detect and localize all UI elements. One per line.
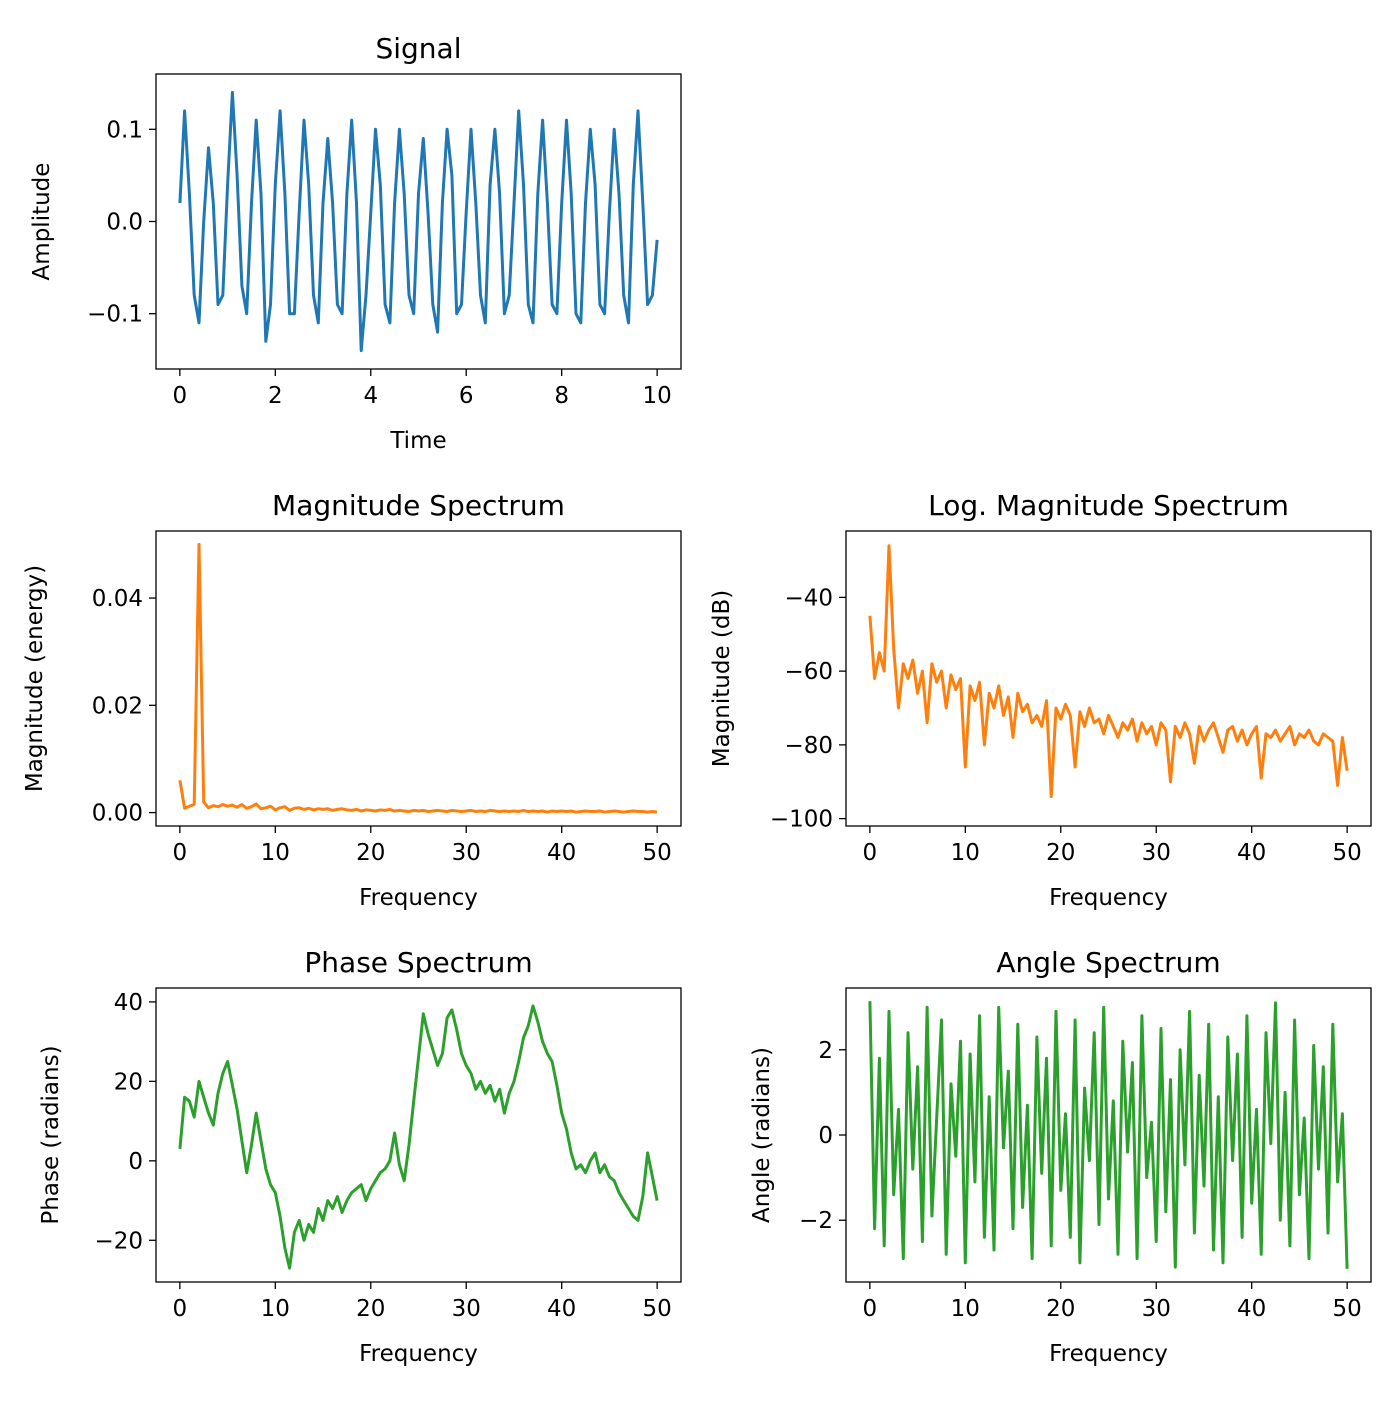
x-tick-label: 50 bbox=[1332, 1296, 1361, 1322]
x-tick-label: 30 bbox=[452, 840, 481, 866]
subplot-log-magnitude-spectrum: 0 10 20 30 40 50 −100 −80 −60 −40 Log. Magnitude S… bbox=[709, 489, 1372, 911]
subplot-phase-spectrum: 0 10 20 30 40 50 −20 0 20 40 Phase Spectrum Frequen… bbox=[38, 946, 682, 1367]
x-tick-label: 20 bbox=[1046, 840, 1075, 866]
y-axis-label: Angle (radians) bbox=[749, 1047, 775, 1223]
y-tick-label: −20 bbox=[94, 1228, 143, 1254]
y-tick-label: −40 bbox=[784, 585, 833, 611]
x-tick-label: 0 bbox=[173, 1296, 188, 1322]
axes-frame bbox=[155, 987, 682, 1283]
x-axis-label: Frequency bbox=[1049, 1341, 1168, 1367]
chart-title: Angle Spectrum bbox=[996, 946, 1220, 979]
x-tick-label: 20 bbox=[356, 1296, 385, 1322]
x-tick-label: 50 bbox=[1332, 840, 1361, 866]
axes-frame bbox=[155, 530, 682, 827]
chart-title: Magnitude Spectrum bbox=[272, 489, 565, 522]
series-line bbox=[868, 544, 1349, 798]
x-axis-label: Time bbox=[389, 428, 446, 454]
x-tick-label: 10 bbox=[261, 840, 290, 866]
series-line bbox=[178, 542, 658, 814]
y-tick-label: −0.1 bbox=[87, 302, 143, 328]
x-tick-label: 50 bbox=[642, 1296, 671, 1322]
y-tick-label: 40 bbox=[114, 990, 143, 1016]
y-tick-label: 0 bbox=[818, 1123, 833, 1149]
series-line bbox=[178, 90, 659, 353]
y-axis-label: Amplitude bbox=[29, 163, 55, 281]
y-tick-label: 2 bbox=[818, 1038, 833, 1064]
y-tick-label: 0.00 bbox=[92, 801, 143, 827]
y-tick-label: 0 bbox=[128, 1149, 143, 1175]
x-tick-label: 30 bbox=[452, 1296, 481, 1322]
series-line bbox=[868, 1001, 1349, 1269]
axes-frame bbox=[845, 530, 1372, 827]
y-tick-label: 20 bbox=[114, 1069, 143, 1095]
x-tick-label: 0 bbox=[173, 840, 188, 866]
x-tick-label: 2 bbox=[268, 383, 283, 409]
y-tick-label: −100 bbox=[770, 807, 833, 833]
y-tick-label: −2 bbox=[799, 1208, 833, 1234]
x-axis-label: Frequency bbox=[359, 1341, 478, 1367]
x-tick-label: 10 bbox=[951, 840, 980, 866]
subplot-magnitude-spectrum: 0 10 20 30 40 50 0.00 0.02 0.04 Magnitude Spectru… bbox=[22, 489, 682, 911]
y-tick-label: 0.02 bbox=[92, 693, 143, 719]
y-axis-label: Phase (radians) bbox=[38, 1045, 64, 1224]
chart-title: Signal bbox=[375, 32, 461, 65]
y-tick-label: 0.04 bbox=[92, 586, 143, 612]
x-tick-label: 8 bbox=[554, 383, 569, 409]
series-line bbox=[178, 1004, 659, 1270]
y-axis-label: Magnitude (dB) bbox=[709, 590, 735, 768]
x-axis-label: Frequency bbox=[1049, 885, 1168, 911]
x-tick-label: 40 bbox=[1237, 840, 1266, 866]
y-tick-label: 0.0 bbox=[106, 210, 143, 236]
x-tick-label: 0 bbox=[863, 840, 878, 866]
subplot-angle-spectrum: 0 10 20 30 40 50 −2 0 2 Angle Spectrum Frequency An… bbox=[749, 946, 1372, 1367]
x-tick-label: 0 bbox=[863, 1296, 878, 1322]
y-tick-label: −60 bbox=[784, 659, 833, 685]
x-tick-label: 10 bbox=[951, 1296, 980, 1322]
x-tick-label: 20 bbox=[356, 840, 385, 866]
x-axis-label: Frequency bbox=[359, 885, 478, 911]
chart-title: Log. Magnitude Spectrum bbox=[928, 489, 1289, 522]
x-tick-label: 10 bbox=[261, 1296, 290, 1322]
chart-title: Phase Spectrum bbox=[304, 946, 532, 979]
subplot-signal: 0 2 4 6 8 10 −0.1 0.0 0.1 Signal Time Amplitude bbox=[29, 32, 682, 454]
y-axis-label: Magnitude (energy) bbox=[22, 565, 48, 792]
x-tick-label: 50 bbox=[642, 840, 671, 866]
x-tick-label: 10 bbox=[642, 383, 671, 409]
x-tick-label: 0 bbox=[173, 383, 188, 409]
x-tick-label: 40 bbox=[547, 840, 576, 866]
x-tick-label: 6 bbox=[459, 383, 474, 409]
x-tick-label: 30 bbox=[1142, 1296, 1171, 1322]
x-tick-label: 40 bbox=[1237, 1296, 1266, 1322]
x-tick-label: 4 bbox=[363, 383, 378, 409]
y-tick-label: −80 bbox=[784, 733, 833, 759]
y-tick-label: 0.1 bbox=[106, 117, 143, 143]
x-tick-label: 20 bbox=[1046, 1296, 1075, 1322]
x-tick-label: 30 bbox=[1142, 840, 1171, 866]
x-tick-label: 40 bbox=[547, 1296, 576, 1322]
